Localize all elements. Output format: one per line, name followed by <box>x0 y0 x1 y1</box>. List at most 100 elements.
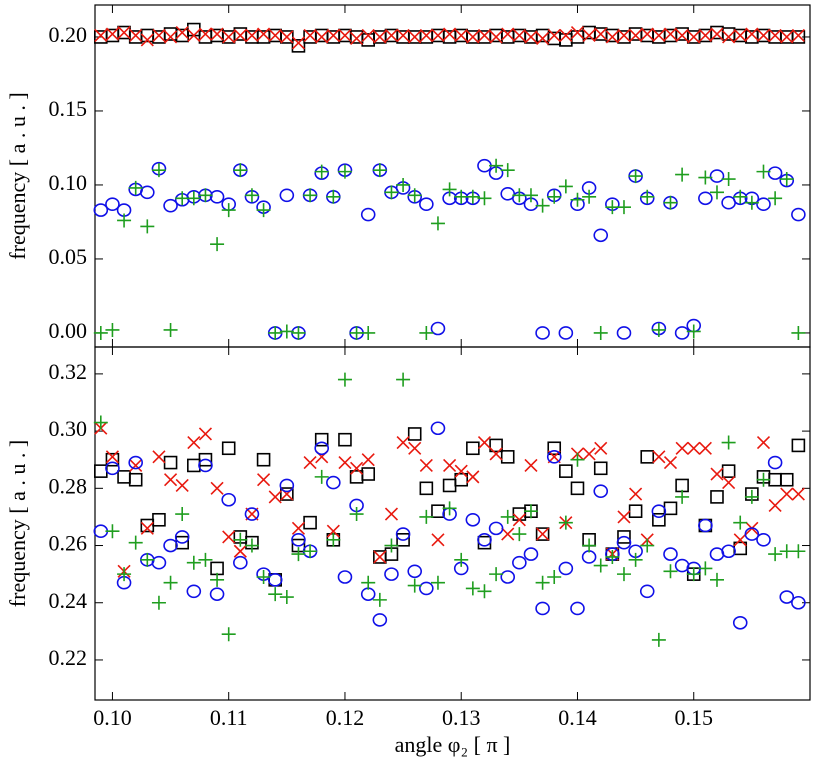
x-marker <box>745 27 759 41</box>
x-marker <box>547 28 561 43</box>
plus-marker <box>756 164 771 179</box>
square-marker <box>187 458 201 473</box>
x-marker <box>733 533 747 547</box>
x-marker <box>152 450 166 464</box>
x-marker <box>663 27 678 41</box>
x-marker <box>396 28 410 43</box>
plus-marker <box>314 469 329 484</box>
x-marker <box>489 447 503 461</box>
x-axis-label: angle φ₂ [ π ] <box>395 732 511 757</box>
x-marker <box>791 28 805 43</box>
plus-marker <box>140 219 155 234</box>
square-marker <box>675 478 689 493</box>
square-marker <box>745 30 759 44</box>
circle-marker <box>721 544 736 559</box>
x-marker <box>291 36 306 50</box>
plus-marker <box>721 172 736 187</box>
plus-marker <box>628 552 643 567</box>
circle-marker <box>616 535 632 550</box>
square-marker <box>500 450 515 464</box>
square-marker <box>559 464 573 478</box>
y-tick-label: 0.30 <box>49 416 88 441</box>
plus-marker <box>198 552 213 567</box>
plus-marker <box>512 527 527 542</box>
x-marker <box>687 30 701 44</box>
x-marker <box>257 473 271 487</box>
x-marker <box>489 30 503 44</box>
plus-marker <box>93 415 108 430</box>
x-marker <box>768 28 782 43</box>
square-marker <box>140 518 155 533</box>
square-marker <box>314 432 329 447</box>
square-marker <box>791 438 806 453</box>
plus-marker <box>384 185 399 200</box>
y-tick-label: 0.24 <box>49 588 88 613</box>
plus-marker <box>547 189 562 204</box>
circle-marker <box>546 450 562 464</box>
x-marker <box>617 510 631 524</box>
plus-marker <box>663 564 678 579</box>
square-marker <box>535 527 550 541</box>
plus-marker <box>221 627 236 642</box>
circle-marker <box>221 492 236 507</box>
x-marker <box>222 30 236 44</box>
plus-marker <box>535 575 550 590</box>
x-marker <box>582 28 596 43</box>
x-marker <box>140 521 154 535</box>
x-marker <box>210 481 224 495</box>
circle-marker <box>244 507 260 521</box>
circle-marker <box>372 613 388 627</box>
square-marker <box>117 470 131 484</box>
x-marker <box>175 25 189 40</box>
square-marker <box>721 27 736 41</box>
plus-marker <box>768 191 783 206</box>
plus-marker <box>686 567 701 582</box>
plus-marker <box>686 324 701 339</box>
square-marker <box>768 472 782 487</box>
circle-marker <box>535 601 550 616</box>
circle-marker <box>314 441 330 456</box>
plus-marker <box>500 509 515 524</box>
circle-marker <box>767 455 783 470</box>
square-marker <box>152 512 166 527</box>
plus-marker <box>779 172 794 187</box>
square-marker <box>640 28 655 43</box>
x-marker <box>338 456 352 470</box>
square-marker <box>431 504 445 518</box>
x-marker <box>536 527 550 541</box>
x-marker <box>268 490 282 504</box>
x-marker <box>582 447 596 461</box>
plus-marker <box>582 189 597 204</box>
plus-marker <box>233 532 248 547</box>
circle-marker <box>558 326 574 340</box>
circle-marker <box>663 547 678 561</box>
y-axis-label: frequency [ a . u . ] <box>5 440 30 607</box>
plus-marker <box>442 501 457 516</box>
square-marker <box>547 31 562 46</box>
plus-marker <box>430 216 445 231</box>
circle-marker <box>523 547 539 561</box>
plus-marker <box>372 163 387 178</box>
plus-marker <box>407 188 422 203</box>
plus-marker <box>768 547 783 562</box>
y-tick-label: 0.22 <box>49 645 88 670</box>
x-marker <box>210 27 224 41</box>
square-marker <box>442 478 457 493</box>
plus-marker <box>361 575 376 590</box>
x-tick-label: 0.15 <box>674 705 713 730</box>
circle-marker <box>779 590 795 604</box>
square-marker <box>419 481 434 496</box>
plus-marker <box>489 158 504 173</box>
circle-marker <box>581 550 597 564</box>
plus-marker <box>442 182 457 197</box>
x-marker <box>326 524 340 538</box>
x-marker <box>222 530 236 544</box>
plus-marker <box>186 191 201 206</box>
square-marker <box>128 472 143 487</box>
plus-marker <box>791 325 806 340</box>
x-marker <box>466 30 480 44</box>
x-marker <box>698 441 712 455</box>
plus-marker <box>384 538 399 553</box>
square-marker <box>175 28 189 43</box>
